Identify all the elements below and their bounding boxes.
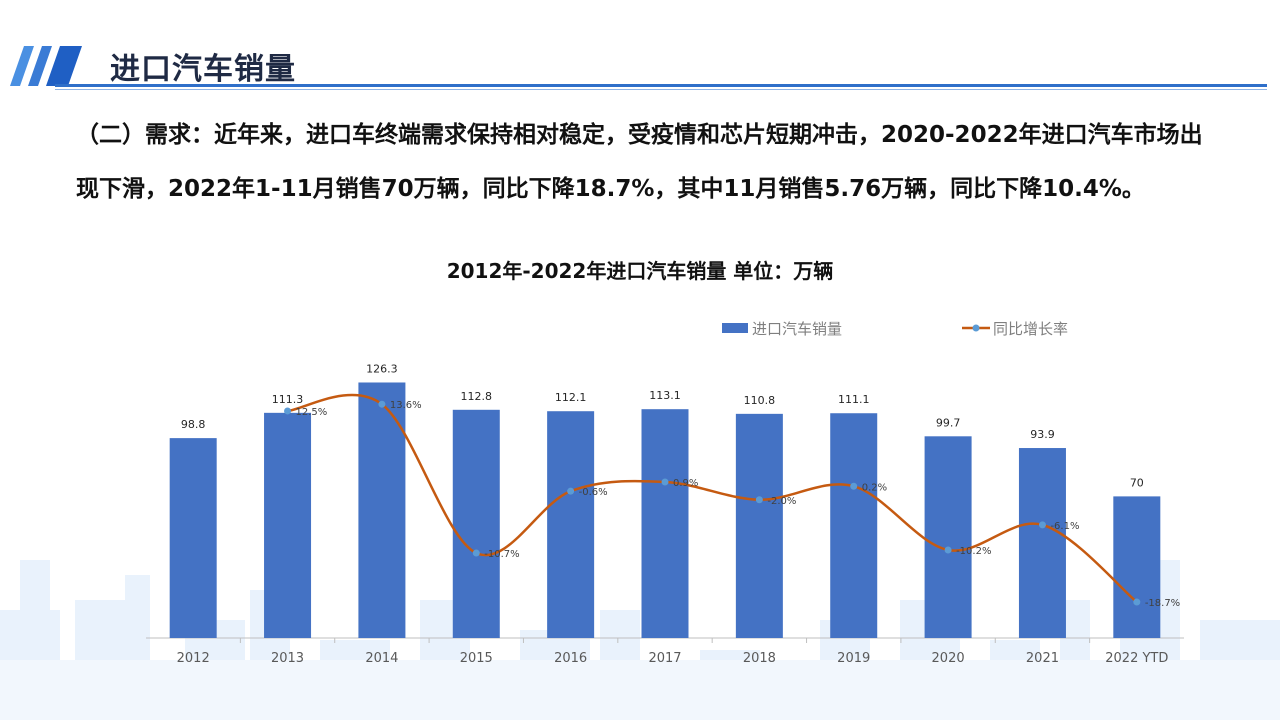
bar-value-label: 112.8 — [461, 390, 493, 403]
legend-line-marker — [972, 324, 980, 332]
yoy-point — [1038, 521, 1046, 529]
category-label: 2016 — [554, 651, 587, 666]
bar-value-label: 111.1 — [838, 393, 870, 406]
header-stripes-icon — [10, 46, 82, 86]
category-labels: 2012 2013 2014 2015 2016 2017 2018 2019 2020 2021… — [177, 638, 1168, 666]
yoy-growth-labels: 12.5% 13.6% -10.7% -0.6% 0.9% -2.0% 0.2% -10.2%… — [296, 400, 1181, 609]
yoy-value-label: -10.2% — [956, 546, 991, 557]
yoy-point — [472, 549, 480, 557]
header-divider-thin — [55, 89, 1267, 90]
yoy-growth-line — [287, 393, 1138, 604]
chart-legend: 进口汽车销量 同比增长率 — [722, 320, 1068, 338]
bar-value-label: 70 — [1130, 476, 1144, 489]
slide-header: 进口汽车销量 — [0, 0, 1280, 100]
yoy-value-label: -6.1% — [1050, 521, 1079, 532]
category-label: 2019 — [837, 651, 870, 666]
bar-value-label: 111.3 — [272, 393, 304, 406]
bar-value-label: 113.1 — [649, 389, 681, 402]
yoy-point — [1133, 598, 1141, 606]
bar-2019 — [830, 413, 878, 638]
bar-value-label: 99.7 — [936, 416, 961, 429]
yoy-value-label: -18.7% — [1145, 598, 1180, 609]
category-label: 2021 — [1026, 651, 1059, 666]
category-label: 2017 — [648, 651, 681, 666]
bar-2021 — [1018, 448, 1066, 638]
yoy-point — [661, 478, 669, 486]
category-label: 2013 — [271, 651, 304, 666]
category-label: 2012 — [177, 651, 210, 666]
bar-2017 — [641, 409, 689, 638]
bar-2018 — [735, 413, 783, 638]
bar-series — [169, 382, 1161, 638]
bar-2012 — [169, 438, 217, 638]
bar-value-labels: 98.8 111.3 126.3 112.8 112.1 113.1 110.8 111.1 9… — [181, 362, 1144, 489]
yoy-value-label: 0.9% — [673, 478, 698, 489]
bar-2020 — [924, 436, 972, 638]
yoy-value-label: 13.6% — [390, 400, 422, 411]
yoy-growth-points — [284, 400, 1141, 606]
page-title: 进口汽车销量 — [110, 52, 296, 87]
yoy-value-label: -2.0% — [767, 496, 796, 507]
yoy-point — [850, 482, 858, 490]
bar-value-label: 112.1 — [555, 391, 587, 404]
bar-2013 — [264, 412, 312, 638]
yoy-point — [567, 487, 575, 495]
category-label: 2015 — [460, 651, 493, 666]
yoy-point — [284, 407, 292, 415]
legend-bar-label: 进口汽车销量 — [752, 320, 842, 338]
category-label: 2014 — [365, 651, 398, 666]
bar-2022-ytd — [1113, 496, 1161, 638]
bar-2016 — [547, 411, 595, 638]
yoy-point — [944, 546, 952, 554]
yoy-value-label: 0.2% — [862, 482, 887, 493]
bar-value-label: 98.8 — [181, 418, 206, 431]
legend-line-label: 同比增长率 — [993, 320, 1068, 338]
bar-2014 — [358, 382, 406, 638]
chart-title: 2012年-2022年进口汽车销量 单位：万辆 — [446, 259, 834, 283]
category-label: 2020 — [932, 651, 965, 666]
category-label: 2022 YTD — [1105, 651, 1168, 666]
bar-2015 — [452, 409, 500, 638]
yoy-value-label: -10.7% — [484, 549, 519, 560]
body-paragraph: （二）需求：近年来，进口车终端需求保持相对稳定，受疫情和芯片短期冲击，2020-… — [76, 122, 1203, 202]
yoy-value-label: -0.6% — [579, 487, 608, 498]
yoy-value-label: 12.5% — [296, 407, 328, 418]
bar-value-label: 126.3 — [366, 362, 398, 375]
bar-value-label: 110.8 — [744, 394, 776, 407]
yoy-point — [378, 400, 386, 408]
legend-bar-swatch — [722, 323, 748, 333]
category-label: 2018 — [743, 651, 776, 666]
yoy-point — [755, 496, 763, 504]
header-divider — [55, 84, 1267, 87]
bar-value-label: 93.9 — [1030, 428, 1055, 441]
